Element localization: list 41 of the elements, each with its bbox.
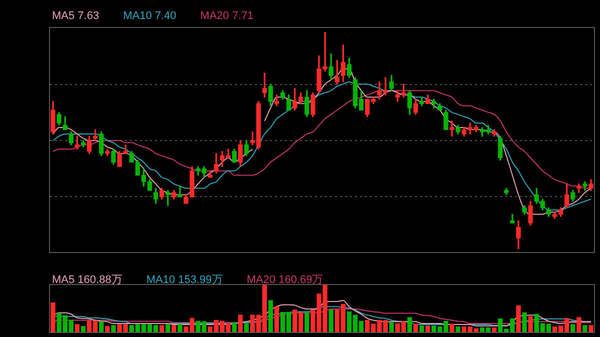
bar (80, 326, 86, 332)
bar (99, 321, 104, 332)
candlestick (262, 72, 267, 98)
bar (576, 317, 582, 332)
bar (238, 314, 243, 332)
bar (105, 326, 110, 332)
bar (304, 312, 310, 332)
text: MA10 7.40 (123, 10, 176, 22)
bar (528, 316, 533, 332)
bar (456, 326, 460, 332)
bar (244, 323, 249, 332)
text: MA5 160.88万 (52, 274, 122, 286)
bar (492, 327, 497, 332)
bar (50, 302, 56, 332)
bar (450, 324, 454, 332)
bar (570, 324, 576, 332)
candlestick (178, 186, 182, 198)
bar (166, 324, 170, 332)
text: MA10 153.99万 (146, 274, 223, 286)
text: MA20 7.71 (200, 10, 254, 22)
bar (268, 300, 273, 332)
bar (111, 325, 116, 332)
bar (413, 324, 418, 332)
bar (407, 317, 412, 332)
candlestick (450, 120, 454, 136)
bar (74, 324, 80, 332)
bar (588, 325, 594, 332)
bar (178, 324, 182, 332)
bar (172, 325, 176, 332)
text: MA5 7.63 (52, 10, 100, 22)
bar (522, 312, 527, 332)
bar (328, 310, 334, 332)
bar (389, 322, 394, 332)
bar (516, 305, 521, 332)
bar (232, 322, 237, 332)
bar (425, 326, 430, 332)
bar (274, 306, 279, 332)
bar (419, 326, 424, 332)
bar (582, 325, 588, 332)
bar (159, 325, 164, 332)
text: MA20 160.69万 (246, 274, 324, 286)
